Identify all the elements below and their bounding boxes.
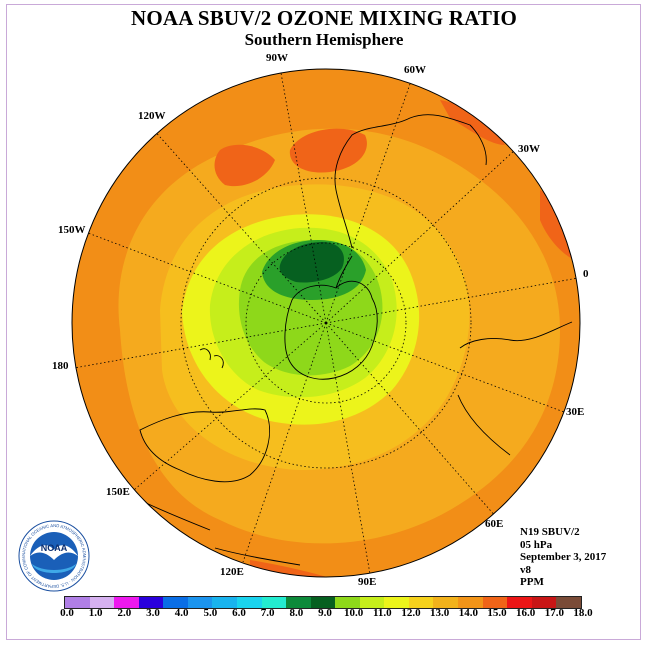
colorbar-tick-label: 8.0 [289,607,304,619]
latitude-circle [180,177,472,469]
colorbar-tick-label: 10.0 [344,607,364,619]
colorbar-tick-label: 17.0 [544,607,564,619]
colorbar-segment [114,597,139,608]
meridian-line [133,322,327,491]
colorbar-tick-label: 4.0 [174,607,189,619]
colorbar-segment [408,597,434,608]
colorbar-segment [458,597,483,608]
colorbar-tick-label: 11.0 [373,607,392,619]
page-title: NOAA SBUV/2 OZONE MIXING RATIO [131,6,517,30]
colorbar-segment [384,597,409,608]
logo-wordmark: NOAA [41,543,68,553]
lon-label-60w: 60W [404,64,426,76]
colorbar-segment [212,597,237,608]
lon-label-150e: 150E [106,486,130,498]
colorbar-tick-label: 18.0 [573,607,593,619]
colorbar-tick-label: 5.0 [203,607,218,619]
colorbar-segment [482,597,508,608]
latitude-circle [245,242,407,404]
colorbar-segment [187,597,213,608]
colorbar-segment [335,597,360,608]
meridian-line [325,277,579,324]
ozone-field-9 [279,242,344,283]
meridian-line [325,322,498,519]
colorbar [64,596,582,609]
colorbar-segment [556,597,581,608]
meridian-line [325,322,371,575]
colorbar-segment [531,597,557,608]
noaa-logo: NATIONAL OCEANIC AND ATMOSPHERIC ADMINIS… [18,520,90,592]
colorbar-tick-label: 14.0 [458,607,478,619]
logo-gull-icon [30,545,78,560]
ozone-field-16-patch [289,128,367,173]
colorbar-tick-label: 7.0 [260,607,275,619]
colorbar-segment [163,597,188,608]
colorbar-segment [286,597,311,608]
logo-wave-icon [32,564,76,573]
info-block: N19 SBUV/2 05 hPa September 3, 2017 v8 P… [520,526,606,589]
plot-frame [6,4,641,640]
colorbar-tick-label: 2.0 [117,607,132,619]
colorbar-segment [310,597,336,608]
colorbar-tick-label: 16.0 [516,607,536,619]
colorbar-segment [433,597,458,608]
ozone-field-16-patch [214,144,275,187]
page-subtitle: Southern Hemisphere [244,30,404,49]
version-label: v8 [520,563,531,576]
lon-label-120w: 120W [138,110,166,122]
date-label: September 3, 2017 [520,551,607,563]
colorbar-tick-label: 0.0 [60,607,74,619]
units-label: PPM [520,576,544,588]
lon-label-30e: 30E [566,406,585,418]
colorbar-segment [359,597,385,608]
meridian-line [87,232,327,324]
colorbar-segment [507,597,532,608]
colorbar-segment [138,597,164,608]
colorbar-tick-label: 6.0 [232,607,246,619]
meridian-line [73,322,327,369]
lon-label-90e: 90E [358,576,377,588]
new-zealand-outline [199,348,224,369]
australia-outline [139,408,271,483]
lon-label-30w: 30W [518,143,540,155]
colorbar-tick-label: 15.0 [487,607,507,619]
colorbar-segment [89,597,115,608]
antarctic-peninsula-outline [335,255,353,289]
colorbar-tick-label: 13.0 [430,607,450,619]
colorbar-segment [236,597,262,608]
satellite-label: N19 SBUV/2 [520,526,580,538]
lon-label-0: 0 [583,268,589,280]
lon-label-120e: 120E [220,566,244,578]
south-america-outline [334,114,487,249]
colorbar-tick-label: 9.0 [318,607,332,619]
colorbar-segment [65,597,90,608]
ozone-field-16-patch [440,100,505,145]
lon-label-60e: 60E [485,518,504,530]
africa-outline [457,394,511,456]
colorbar-tick-label: 3.0 [146,607,160,619]
lon-label-180: 180 [52,360,69,372]
lon-label-150w: 150W [58,224,86,236]
colorbar-segment [261,597,287,608]
lon-label-90w: 90W [266,52,288,64]
map-border [71,68,581,578]
colorbar-tick-label: 12.0 [401,607,421,619]
colorbar-ticks: 0.0 1.0 2.0 3.0 4.0 5.0 6.0 7.0 8.0 9.0 10.0 11.0 12… [0,607,648,623]
pressure-label: 05 hPa [520,538,553,551]
africa-outline [459,321,573,349]
colorbar-tick-label: 1.0 [88,607,103,619]
meridian-line [325,149,516,324]
